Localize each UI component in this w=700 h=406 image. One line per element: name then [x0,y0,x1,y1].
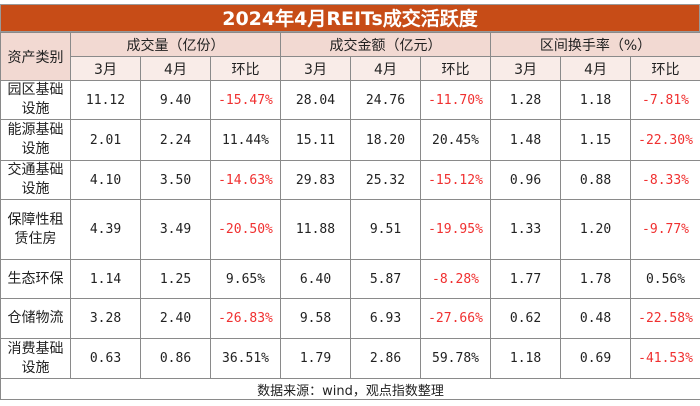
subheader-april: 4月 [140,56,211,81]
cell-turnover-april: 1.78 [560,259,632,299]
cell-volume-march: 4.39 [70,199,141,260]
cell-volume-april: 1.25 [140,259,211,299]
cell-volume-march: 2.01 [70,119,141,161]
cell-amount-march: 6.40 [280,259,351,299]
subheader-mom: 环比 [419,56,492,81]
cell-volume-april: 3.50 [140,160,211,200]
table-row: 交通基础设施 4.10 3.50 -14.63% 29.83 25.32 -15.12% 0.… [0,160,700,200]
cell-volume-march: 11.12 [70,80,141,120]
header-volume: 成交量（亿份） [70,32,281,57]
table-row: 仓储物流 3.28 2.40 -26.83% 9.58 6.93 -27.66% 0.62 0.… [0,298,700,339]
cell-volume-april: 2.24 [140,119,211,161]
cell-turnover-april: 0.88 [560,160,632,200]
subheader-march: 3月 [490,56,562,81]
source-note: 数据来源：wind，观点指数整理 [0,378,700,400]
cell-amount-march: 11.88 [280,199,351,260]
cell-amount-april: 5.87 [350,259,421,299]
cell-turnover-mom: -9.77% [630,199,700,260]
cell-turnover-mom: 0.56% [630,259,700,299]
header-turnover: 区间换手率（%） [490,32,700,57]
row-category: 园区基础设施 [0,80,71,120]
cell-volume-march: 0.63 [70,338,141,379]
cell-volume-mom: 9.65% [210,259,281,299]
reits-table: 资产类别 成交量（亿份） 成交金额（亿元） 区间换手率（%） 3月 4月 环比 3月 4… [0,32,700,400]
cell-amount-mom: -19.95% [419,199,492,260]
cell-volume-march: 4.10 [70,160,141,200]
cell-turnover-march: 1.48 [490,119,562,161]
cell-volume-mom: -15.47% [210,80,281,120]
footer-row: 数据来源：wind，观点指数整理 [0,378,700,400]
cell-volume-april: 9.40 [140,80,211,120]
subheader-march: 3月 [280,56,351,81]
subheader-april: 4月 [560,56,632,81]
cell-volume-mom: -20.50% [210,199,281,260]
cell-amount-april: 6.93 [350,298,421,339]
cell-amount-march: 28.04 [280,80,351,120]
cell-volume-april: 3.49 [140,199,211,260]
row-category: 交通基础设施 [0,160,71,200]
cell-volume-mom: -26.83% [210,298,281,339]
cell-turnover-march: 1.33 [490,199,562,260]
cell-amount-mom: -27.66% [419,298,492,339]
cell-amount-march: 29.83 [280,160,351,200]
cell-turnover-april: 0.69 [560,338,632,379]
cell-amount-mom: 59.78% [419,338,492,379]
cell-amount-mom: -15.12% [419,160,492,200]
header-row-sub: 3月 4月 环比 3月 4月 环比 3月 4月 环比 [1,56,700,81]
cell-turnover-mom: -22.30% [630,119,700,161]
cell-amount-april: 18.20 [350,119,421,161]
cell-amount-mom: -8.28% [419,259,492,299]
table-row: 保障性租赁住房 4.39 3.49 -20.50% 11.88 9.51 -19.95% 1.… [0,199,700,260]
row-category: 生态环保 [0,259,71,299]
cell-volume-april: 2.40 [140,298,211,339]
table-row: 消费基础设施 0.63 0.86 36.51% 1.79 2.86 59.78% 1.18 0.… [0,338,700,379]
cell-amount-march: 15.11 [280,119,351,161]
subheader-march: 3月 [70,56,141,81]
cell-amount-april: 9.51 [350,199,421,260]
cell-turnover-march: 1.28 [490,80,562,120]
cell-turnover-april: 1.20 [560,199,632,260]
cell-amount-mom: -11.70% [419,80,492,120]
header-amount: 成交金额（亿元） [279,32,492,57]
cell-volume-mom: -14.63% [210,160,281,200]
cell-turnover-march: 1.18 [490,338,562,379]
cell-amount-march: 9.58 [280,298,351,339]
cell-turnover-april: 1.15 [560,119,632,161]
row-category: 保障性租赁住房 [0,199,71,260]
cell-turnover-mom: -41.53% [630,338,700,379]
header-row-groups: 资产类别 成交量（亿份） 成交金额（亿元） 区间换手率（%） [0,32,700,81]
subheader-april: 4月 [350,56,421,81]
cell-turnover-march: 0.62 [490,298,562,339]
cell-amount-april: 2.86 [350,338,421,379]
row-category: 消费基础设施 [0,338,71,379]
row-category: 仓储物流 [0,298,71,339]
row-category: 能源基础设施 [0,119,71,161]
subheader-mom: 环比 [630,56,700,81]
cell-volume-mom: 36.51% [210,338,281,379]
table-row: 能源基础设施 2.01 2.24 11.44% 15.11 18.20 20.45% 1.48… [0,119,700,161]
cell-volume-mom: 11.44% [210,119,281,161]
subheader-mom: 环比 [210,56,281,81]
table-row: 生态环保 1.14 1.25 9.65% 6.40 5.87 -8.28% 1.77 1.78 0… [0,259,700,299]
cell-amount-march: 1.79 [280,338,351,379]
cell-turnover-april: 0.48 [560,298,632,339]
cell-volume-march: 3.28 [70,298,141,339]
cell-turnover-april: 1.18 [560,80,632,120]
cell-amount-april: 25.32 [350,160,421,200]
cell-turnover-mom: -22.58% [630,298,700,339]
reits-activity-table-container: 2024年4月REITs成交活跃度 资产类别 成交量（亿份） 成交金额（亿元） … [0,4,700,400]
cell-turnover-march: 0.96 [490,160,562,200]
cell-turnover-mom: -8.33% [630,160,700,200]
cell-volume-april: 0.86 [140,338,211,379]
header-category: 资产类别 [0,32,71,81]
cell-amount-mom: 20.45% [419,119,492,161]
table-title: 2024年4月REITs成交活跃度 [0,4,700,32]
cell-turnover-march: 1.77 [490,259,562,299]
cell-volume-march: 1.14 [70,259,141,299]
cell-amount-april: 24.76 [350,80,421,120]
cell-turnover-mom: -7.81% [630,80,700,120]
table-row: 园区基础设施 11.12 9.40 -15.47% 28.04 24.76 -11.70% 1… [0,80,700,120]
